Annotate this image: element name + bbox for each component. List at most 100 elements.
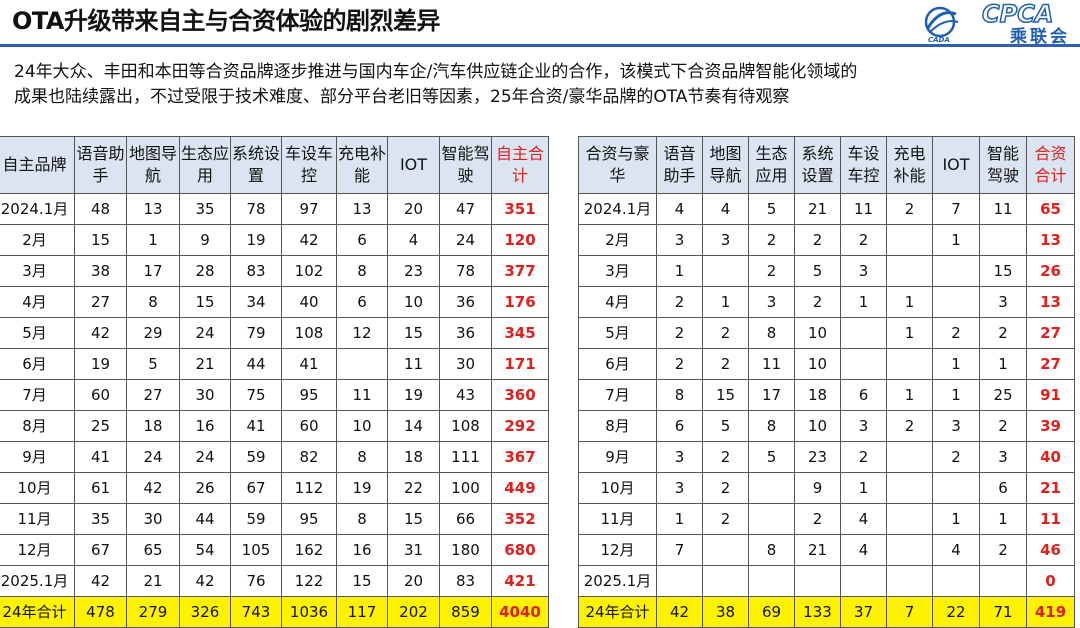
table-cell: 5 — [748, 441, 795, 473]
row-label: 9月 — [578, 441, 657, 473]
table-cell: 351 — [491, 193, 549, 225]
table-cell: 54 — [179, 534, 231, 566]
table-cell: 38 — [702, 596, 749, 628]
description: 24年大众、丰田和本田等合资品牌逐步推进与国内车企/汽车供应链企业的合作，该模式… — [14, 60, 1070, 110]
table-cell: 1 — [979, 348, 1027, 380]
table-cell — [979, 224, 1027, 256]
table-cell — [886, 534, 933, 566]
table-cell: 326 — [179, 596, 231, 628]
table-cell: 4 — [840, 534, 887, 566]
table-cell: 67 — [230, 472, 282, 504]
table-cell: 162 — [281, 534, 337, 566]
table-cell — [886, 565, 933, 597]
table-cell: 743 — [230, 596, 282, 628]
table-cell: 41 — [281, 348, 337, 380]
table-cell: 2 — [748, 255, 795, 287]
row-label: 7月 — [0, 379, 75, 411]
column-header: 充电补能 — [336, 136, 388, 194]
table-cell — [886, 348, 933, 380]
table-cell: 69 — [748, 596, 795, 628]
table-cell: 2 — [702, 441, 749, 473]
table-cell: 59 — [230, 441, 282, 473]
table-cell: 5 — [126, 348, 180, 380]
table-cell: 59 — [230, 503, 282, 535]
table-cell: 4 — [656, 193, 703, 225]
table-cell: 44 — [230, 348, 282, 380]
globe-icon — [924, 6, 959, 38]
table-cell: 13 — [336, 193, 388, 225]
table-cell: 27 — [1026, 317, 1075, 349]
table-cell: 1 — [126, 224, 180, 256]
table-cell: 8 — [748, 534, 795, 566]
row-label: 6月 — [578, 348, 657, 380]
table-row: 4月 2 1 3 2 1 1 3 13 — [578, 286, 1075, 318]
table-cell: 2 — [702, 472, 749, 504]
table-cell: 859 — [439, 596, 492, 628]
table-row: 3月 38 17 28 83 102 8 23 78 377 — [0, 255, 549, 287]
table-cell — [336, 348, 388, 380]
table-cell: 13 — [1026, 224, 1075, 256]
table-cell: 35 — [179, 193, 231, 225]
cpca-logo: CADA CPCA 乘联会 — [920, 0, 1080, 44]
table-row: 12月 7 8 21 4 4 2 46 — [578, 534, 1075, 566]
table-cell: 279 — [126, 596, 180, 628]
table-cell: 8 — [656, 379, 703, 411]
table-cell: 95 — [281, 379, 337, 411]
column-header: IOT — [932, 136, 980, 194]
table-cell: 3 — [979, 286, 1027, 318]
table-cell: 27 — [126, 379, 180, 411]
table-cell: 41 — [74, 441, 127, 473]
table-row: 7月 8 15 17 18 6 1 1 25 91 — [578, 379, 1075, 411]
row-label: 12月 — [578, 534, 657, 566]
table-cell: 449 — [491, 472, 549, 504]
table-header-row: 自主品牌 语音助手 地图导航 生态应用 系统设置 车设车控 充电补能 IOT 智能驾驶 自主合计 — [0, 136, 549, 194]
table-cell: 6 — [840, 379, 887, 411]
column-header: 合资与豪华 — [578, 136, 657, 194]
page-title: OTA升级带来自主与合资体验的剧烈差异 — [12, 7, 440, 35]
table-cell: 26 — [1026, 255, 1075, 287]
table-cell: 15 — [179, 286, 231, 318]
table-cell: 36 — [439, 286, 492, 318]
table-cell: 1 — [702, 286, 749, 318]
row-label: 6月 — [0, 348, 75, 380]
table-cell — [886, 255, 933, 287]
table-cell: 3 — [979, 441, 1027, 473]
table-cell: 23 — [794, 441, 841, 473]
table-cell: 14 — [387, 410, 440, 442]
table-cell: 19 — [387, 379, 440, 411]
table-cell: 2 — [886, 193, 933, 225]
table-cell: 4 — [932, 534, 980, 566]
table-cell — [702, 534, 749, 566]
column-header: 自主品牌 — [0, 136, 75, 194]
table-row: 10月 3 2 9 1 6 21 — [578, 472, 1075, 504]
table-cell: 30 — [126, 503, 180, 535]
table-sum-row: 24年合计 42 38 69 133 37 7 22 71 419 — [578, 596, 1075, 628]
table-cell — [748, 472, 795, 504]
table-cell: 1 — [932, 224, 980, 256]
table-cell: 108 — [281, 317, 337, 349]
row-label: 4月 — [578, 286, 657, 318]
table-cell: 133 — [794, 596, 841, 628]
row-label: 11月 — [578, 503, 657, 535]
table-cell: 15 — [336, 565, 388, 597]
table-cell: 12 — [336, 317, 388, 349]
table-cell: 13 — [126, 193, 180, 225]
table-cell: 66 — [439, 503, 492, 535]
table-cell — [840, 348, 887, 380]
table-cell: 15 — [387, 503, 440, 535]
table-cell: 2 — [794, 503, 841, 535]
table-cell: 24 — [439, 224, 492, 256]
logo-en-text: CPCA — [982, 0, 1053, 28]
column-header: 车设车控 — [281, 136, 337, 194]
table-cell: 112 — [281, 472, 337, 504]
table-cell: 2 — [979, 317, 1027, 349]
table-header-row: 合资与豪华 语音助手 地图导航 生态应用 系统设置 车设车控 充电补能 IOT 智能驾驶 合资合计 — [578, 136, 1075, 194]
table-cell: 4040 — [491, 596, 549, 628]
table-cell: 2 — [979, 534, 1027, 566]
table-row: 3月 1 2 5 3 15 26 — [578, 255, 1075, 287]
table-cell: 10 — [794, 317, 841, 349]
table-cell: 7 — [932, 193, 980, 225]
table-cell: 3 — [748, 286, 795, 318]
table-cell: 105 — [230, 534, 282, 566]
table-cell: 24 — [179, 317, 231, 349]
